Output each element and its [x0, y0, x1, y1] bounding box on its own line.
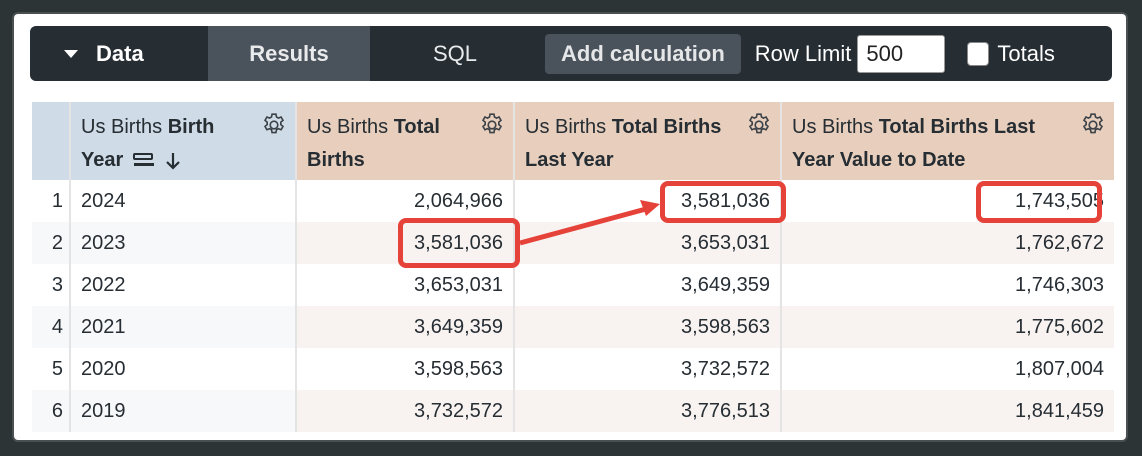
gear-icon[interactable] — [746, 112, 772, 138]
highlight-row1-last-year-value-to-date — [976, 181, 1102, 223]
explore-data-panel: Data Results SQL Add calculation Row Lim… — [14, 14, 1126, 440]
annotation-arrow-icon — [519, 200, 660, 246]
sort-descending-icon[interactable] — [164, 151, 182, 171]
tab-sql[interactable]: SQL — [370, 26, 540, 81]
results-table: Us Births Birth Year Us Births Total Bir… — [32, 102, 1114, 432]
tab-data[interactable]: Data — [30, 26, 208, 81]
row-index: 5 — [32, 348, 70, 390]
column-header-birth-year[interactable]: Us Births Birth Year — [69, 102, 296, 180]
cell-total-births[interactable]: 2,064,966 — [295, 180, 514, 222]
cell-last-year-value-to-date[interactable]: 1,762,672 — [780, 222, 1114, 264]
cell-last-year-value-to-date[interactable]: 1,743,505 — [780, 180, 1114, 222]
row-limit-input[interactable] — [857, 34, 946, 73]
column-header-total-births[interactable]: Us Births Total Births — [295, 102, 514, 180]
highlight-row1-total-births-last-year — [660, 181, 786, 223]
cell-birth-year[interactable]: 2019 — [69, 390, 296, 432]
cell-birth-year[interactable]: 2020 — [69, 348, 296, 390]
cell-last-year-value-to-date[interactable]: 1,841,459 — [780, 390, 1114, 432]
totals-label: Totals — [997, 40, 1055, 66]
gear-icon[interactable] — [1080, 112, 1106, 138]
tab-data-label: Data — [96, 40, 144, 66]
cell-last-year-value-to-date[interactable]: 1,775,602 — [780, 306, 1114, 348]
tab-results[interactable]: Results — [208, 26, 370, 81]
row-index: 6 — [32, 390, 70, 432]
cell-birth-year[interactable]: 2024 — [69, 180, 296, 222]
cell-total-births-last-year[interactable]: 3,581,036 — [513, 180, 781, 222]
caret-down-icon — [64, 49, 78, 58]
cell-total-births[interactable]: 3,653,031 — [295, 264, 514, 306]
row-index: 4 — [32, 306, 70, 348]
add-calculation-button[interactable]: Add calculation — [545, 33, 741, 74]
table-row: 4 2021 3,649,359 3,598,563 1,775,602 — [32, 306, 1114, 348]
cell-birth-year[interactable]: 2023 — [69, 222, 296, 264]
row-index: 1 — [32, 180, 70, 222]
cell-total-births[interactable]: 3,649,359 — [295, 306, 514, 348]
tab-results-label: Results — [249, 40, 329, 66]
table-row: 1 2024 2,064,966 3,581,036 1,743,505 — [32, 180, 1114, 222]
cell-total-births-last-year[interactable]: 3,653,031 — [513, 222, 781, 264]
cell-total-births[interactable]: 3,732,572 — [295, 390, 514, 432]
gear-icon[interactable] — [261, 112, 287, 138]
tab-sql-label: SQL — [432, 40, 478, 66]
pivot-icon — [132, 152, 154, 166]
table-row: 5 2020 3,598,563 3,732,572 1,807,004 — [32, 348, 1114, 390]
totals-toggle[interactable]: Totals — [967, 40, 1055, 67]
cell-last-year-value-to-date[interactable]: 1,746,303 — [780, 264, 1114, 306]
cell-total-births-last-year[interactable]: 3,732,572 — [513, 348, 781, 390]
table-row: 3 2022 3,653,031 3,649,359 1,746,303 — [32, 264, 1114, 306]
row-limit-label: Row Limit — [754, 40, 852, 66]
cell-total-births-last-year[interactable]: 3,598,563 — [513, 306, 781, 348]
column-header-last-year-value-to-date[interactable]: Us Births Total Births Last Year Value t… — [780, 102, 1114, 180]
row-index: 3 — [32, 264, 70, 306]
cell-total-births-last-year[interactable]: 3,776,513 — [513, 390, 781, 432]
cell-birth-year[interactable]: 2021 — [69, 306, 296, 348]
row-index-header — [32, 102, 70, 180]
row-index: 2 — [32, 222, 70, 264]
totals-checkbox[interactable] — [967, 41, 990, 66]
table-row: 6 2019 3,732,572 3,776,513 1,841,459 — [32, 390, 1114, 432]
cell-total-births[interactable]: 3,598,563 — [295, 348, 514, 390]
header-row: Us Births Birth Year Us Births Total Bir… — [32, 102, 1114, 180]
cell-total-births[interactable]: 3,581,036 — [295, 222, 514, 264]
cell-total-births-last-year[interactable]: 3,649,359 — [513, 264, 781, 306]
highlight-row2-total-births — [398, 218, 520, 268]
table-row: 2 2023 3,581,036 3,653,031 1,762,672 — [32, 222, 1114, 264]
column-header-total-births-last-year[interactable]: Us Births Total Births Last Year — [513, 102, 781, 180]
gear-icon[interactable] — [479, 112, 505, 138]
cell-last-year-value-to-date[interactable]: 1,807,004 — [780, 348, 1114, 390]
data-toolbar: Data Results SQL Add calculation Row Lim… — [30, 26, 1112, 81]
cell-birth-year[interactable]: 2022 — [69, 264, 296, 306]
